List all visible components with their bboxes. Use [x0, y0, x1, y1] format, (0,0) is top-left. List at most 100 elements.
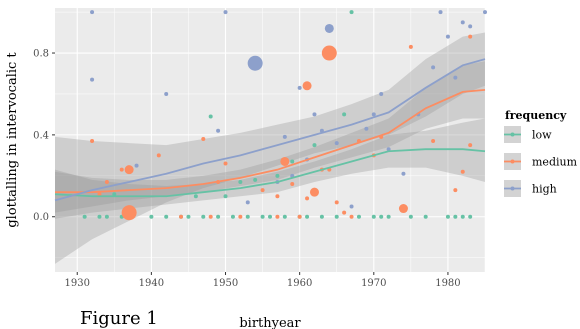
- data-point-high: [334, 141, 339, 146]
- data-point-high: [401, 171, 406, 176]
- data-point-medium: [431, 139, 436, 144]
- data-point-low: [379, 214, 384, 219]
- x-tick-label: 1960: [287, 278, 312, 289]
- data-points: [82, 10, 487, 221]
- data-point-medium: [97, 192, 102, 197]
- data-point-high: [216, 128, 221, 133]
- data-point-medium: [280, 156, 290, 166]
- data-point-low: [164, 214, 169, 219]
- data-point-medium: [201, 136, 206, 141]
- x-tick-label: 1940: [139, 278, 164, 289]
- data-point-high: [349, 204, 354, 209]
- x-tick-label: 1950: [213, 278, 238, 289]
- smooth-line-low: [54, 148, 486, 198]
- data-point-low: [386, 214, 391, 219]
- data-point-high: [297, 85, 302, 90]
- data-point-low: [238, 179, 243, 184]
- smooth-line-medium: [55, 88, 486, 194]
- smooth-lines: [54, 58, 486, 202]
- data-point-medium: [179, 214, 184, 219]
- data-point-low: [342, 112, 347, 117]
- data-point-low: [275, 173, 280, 178]
- x-tick-label: 1980: [435, 278, 460, 289]
- x-tick-label: 1970: [361, 278, 386, 289]
- data-point-medium: [334, 200, 339, 205]
- data-point-low: [356, 214, 361, 219]
- data-point-medium: [275, 194, 280, 199]
- y-tick-label: 0.4: [33, 130, 49, 141]
- data-point-low: [349, 10, 354, 15]
- data-point-medium: [121, 205, 137, 221]
- data-point-low: [82, 214, 87, 219]
- panel-background: [55, 8, 485, 272]
- data-point-low: [319, 214, 324, 219]
- data-point-medium: [468, 34, 473, 39]
- legend: frequency low medium high: [504, 109, 578, 197]
- data-point-medium: [297, 214, 302, 219]
- data-point-medium: [398, 204, 408, 214]
- y-axis: 0.0 0.4 0.8: [33, 49, 55, 223]
- data-point-low: [193, 194, 198, 199]
- data-point-medium: [321, 45, 337, 61]
- data-point-low: [453, 214, 458, 219]
- data-point-medium: [124, 165, 134, 175]
- data-point-medium: [90, 139, 95, 144]
- data-point-low: [245, 214, 250, 219]
- x-axis: 1930 1940 1950 1960 1970 1980: [65, 272, 461, 289]
- data-point-medium: [342, 210, 347, 215]
- data-point-high: [445, 34, 450, 39]
- confidence-band-medium: [55, 61, 485, 213]
- data-point-low: [371, 214, 376, 219]
- data-point-low: [112, 192, 117, 197]
- data-point-low: [445, 214, 450, 219]
- data-point-low: [97, 214, 102, 219]
- data-point-high: [483, 10, 487, 15]
- data-point-low: [253, 177, 258, 182]
- smooth-line-high: [54, 58, 486, 202]
- data-point-high: [247, 55, 263, 71]
- data-point-high: [371, 112, 376, 117]
- data-point-medium: [223, 161, 228, 166]
- data-point-medium: [309, 187, 319, 197]
- data-point-high: [90, 10, 95, 15]
- data-point-medium: [349, 214, 354, 219]
- figure-caption: Figure 1: [80, 308, 158, 329]
- data-point-medium: [238, 214, 243, 219]
- data-point-high: [431, 65, 436, 70]
- data-point-high: [324, 23, 334, 33]
- legend-label-high: high: [532, 183, 557, 196]
- data-point-low: [282, 214, 287, 219]
- data-point-low: [460, 214, 465, 219]
- data-point-medium: [302, 81, 312, 91]
- data-point-low: [468, 214, 473, 219]
- data-point-low: [208, 114, 213, 119]
- data-point-medium: [260, 188, 265, 193]
- data-point-low: [230, 214, 235, 219]
- data-point-low: [312, 143, 317, 148]
- data-point-low: [408, 214, 413, 219]
- data-point-high: [438, 10, 443, 15]
- data-point-high: [468, 24, 473, 29]
- legend-point-high: [510, 186, 515, 191]
- y-tick-label: 0.8: [33, 49, 49, 60]
- data-point-high: [379, 91, 384, 96]
- data-point-low: [260, 214, 265, 219]
- data-point-low: [104, 214, 109, 219]
- confidence-bands: [55, 32, 485, 264]
- data-point-low: [201, 214, 206, 219]
- data-point-high: [364, 126, 369, 131]
- data-point-medium: [275, 214, 280, 219]
- data-point-medium: [468, 143, 473, 148]
- data-point-high: [223, 10, 228, 15]
- y-tick-label: 0.0: [33, 212, 49, 223]
- data-point-medium: [305, 196, 310, 201]
- data-point-high: [453, 75, 458, 80]
- confidence-band-low: [55, 118, 485, 219]
- data-point-low: [305, 214, 310, 219]
- data-point-low: [334, 214, 339, 219]
- data-point-medium: [408, 44, 413, 49]
- data-point-high: [164, 91, 169, 96]
- data-point-medium: [156, 153, 161, 158]
- data-point-low: [290, 159, 295, 164]
